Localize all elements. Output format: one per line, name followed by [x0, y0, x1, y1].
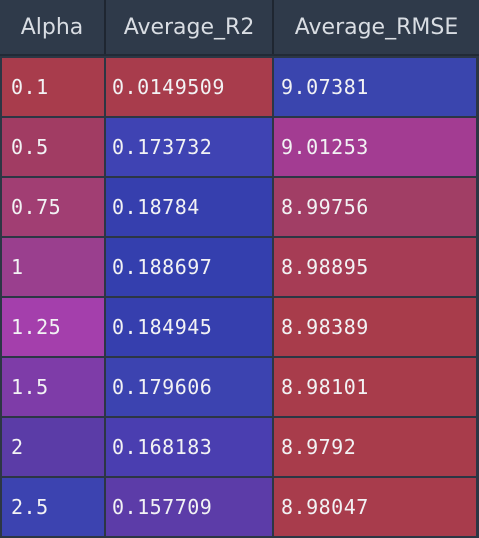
table-header: Alpha Average_R2 Average_RMSE — [0, 0, 479, 56]
table-row: 0.1 0.0149509 9.07381 — [0, 58, 479, 118]
cell-average-r2[interactable]: 0.173732 — [106, 118, 272, 176]
cell-alpha[interactable]: 0.5 — [2, 118, 104, 176]
cell-alpha[interactable]: 0.75 — [2, 178, 104, 236]
table-row: 1.25 0.184945 8.98389 — [0, 298, 479, 358]
cell-average-rmse[interactable]: 8.9792 — [274, 418, 476, 476]
table-row: 2.5 0.157709 8.98047 — [0, 478, 479, 538]
cell-average-r2[interactable]: 0.18784 — [106, 178, 272, 236]
column-header-average-rmse[interactable]: Average_RMSE — [294, 14, 459, 40]
table-row: 0.75 0.18784 8.99756 — [0, 178, 479, 238]
cell-alpha[interactable]: 1.5 — [2, 358, 104, 416]
cell-average-rmse[interactable]: 9.07381 — [274, 58, 476, 116]
cell-average-r2[interactable]: 0.188697 — [106, 238, 272, 296]
table-row: 0.5 0.173732 9.01253 — [0, 118, 479, 178]
cell-alpha[interactable]: 0.1 — [2, 58, 104, 116]
cell-average-r2[interactable]: 0.168183 — [106, 418, 272, 476]
column-header-alpha[interactable]: Alpha — [0, 0, 106, 54]
table-row: 2 0.168183 8.9792 — [0, 418, 479, 478]
cell-alpha[interactable]: 2 — [2, 418, 104, 476]
cell-average-rmse[interactable]: 9.01253 — [274, 118, 476, 176]
table-row: 1.5 0.179606 8.98101 — [0, 358, 479, 418]
cell-average-r2[interactable]: 0.157709 — [106, 478, 272, 536]
cell-average-r2[interactable]: 0.179606 — [106, 358, 272, 416]
cell-average-rmse[interactable]: 8.99756 — [274, 178, 476, 236]
column-header-average-r2[interactable]: Average_R2 — [106, 0, 274, 54]
cell-average-rmse[interactable]: 8.98047 — [274, 478, 476, 536]
cell-average-rmse[interactable]: 8.98895 — [274, 238, 476, 296]
cell-average-r2[interactable]: 0.184945 — [106, 298, 272, 356]
table-row: 1 0.188697 8.98895 — [0, 238, 479, 298]
cell-average-rmse[interactable]: 8.98101 — [274, 358, 476, 416]
cell-alpha[interactable]: 1.25 — [2, 298, 104, 356]
cell-average-rmse[interactable]: 8.98389 — [274, 298, 476, 356]
cell-alpha[interactable]: 2.5 — [2, 478, 104, 536]
cell-average-r2[interactable]: 0.0149509 — [106, 58, 272, 116]
cell-alpha[interactable]: 1 — [2, 238, 104, 296]
